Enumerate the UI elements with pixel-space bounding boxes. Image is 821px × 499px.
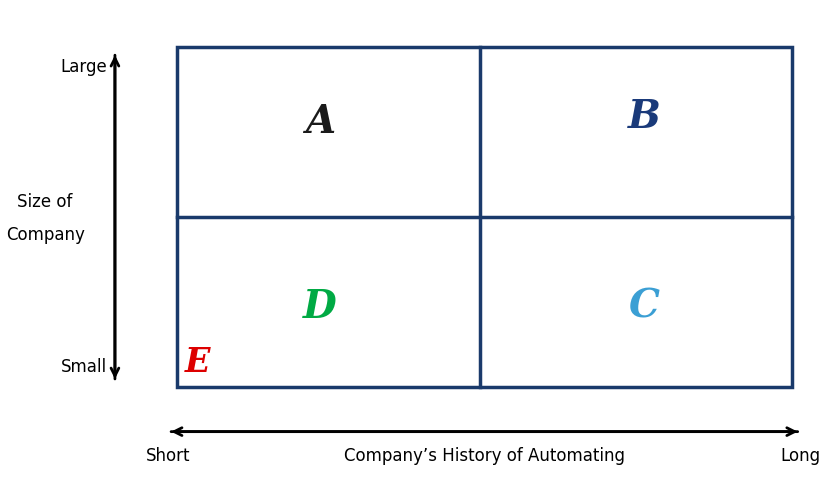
- Text: Large: Large: [60, 58, 107, 76]
- Bar: [177, 47, 792, 387]
- Text: C: C: [629, 288, 660, 326]
- Text: Company: Company: [6, 226, 85, 244]
- Text: B: B: [628, 98, 661, 136]
- Text: Long: Long: [781, 447, 820, 465]
- Text: Short: Short: [146, 447, 190, 465]
- Text: Company’s History of Automating: Company’s History of Automating: [344, 447, 625, 465]
- Text: Size of: Size of: [17, 193, 73, 211]
- Text: D: D: [303, 288, 337, 326]
- Text: A: A: [305, 103, 335, 141]
- Text: Small: Small: [61, 358, 107, 376]
- Text: E: E: [185, 346, 210, 379]
